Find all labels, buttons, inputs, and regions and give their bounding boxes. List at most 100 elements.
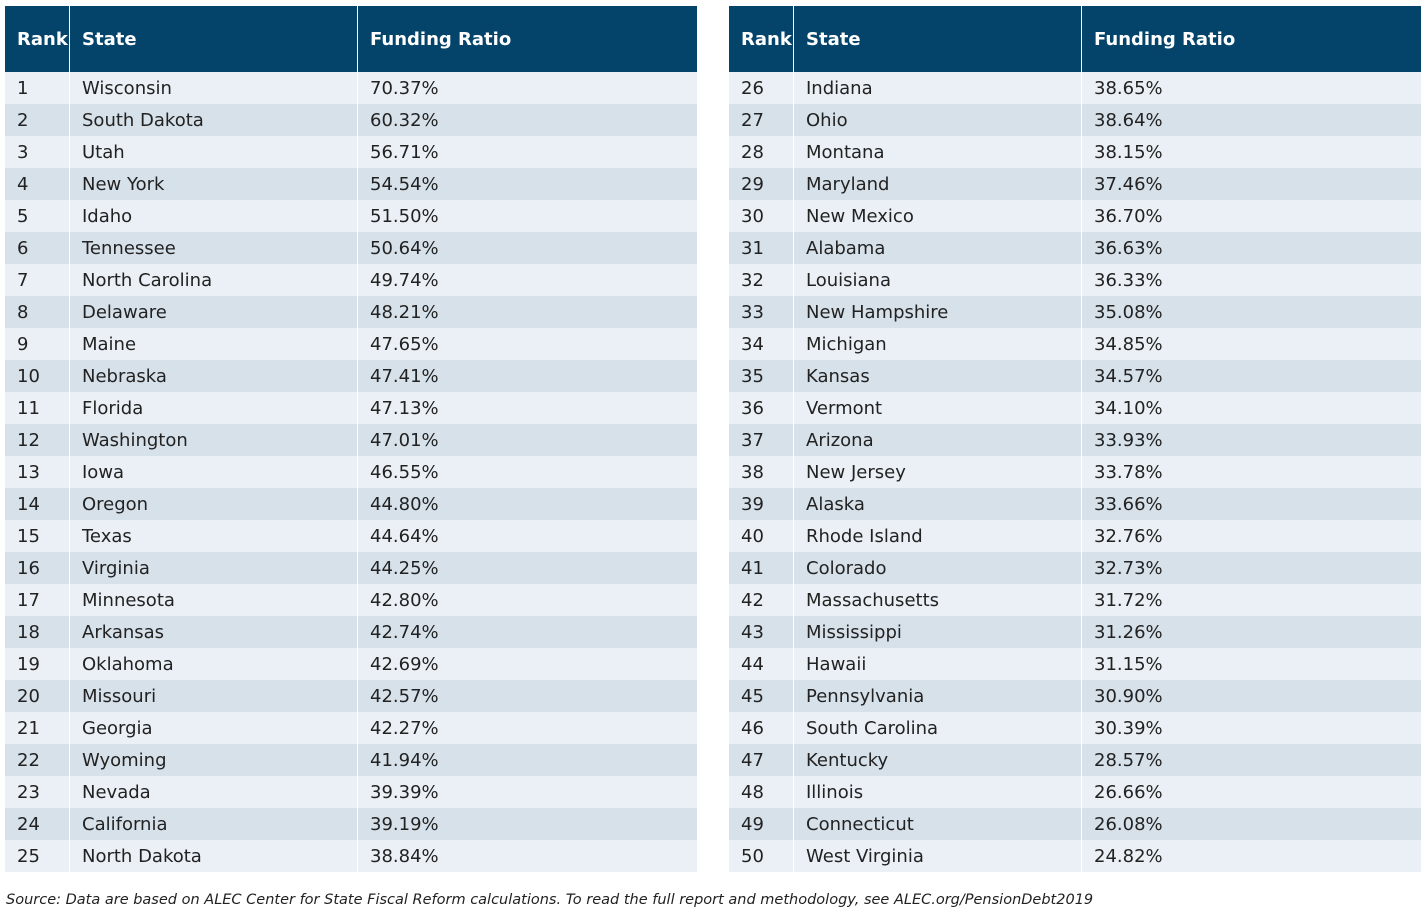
table-cell: 2	[5, 104, 70, 136]
table-cell: Wisconsin	[70, 72, 358, 104]
table-cell: Rhode Island	[794, 520, 1082, 552]
table-cell: 35.08%	[1094, 301, 1163, 323]
table-cell: Florida	[70, 392, 358, 424]
table-cell: 18	[5, 616, 70, 648]
table-cell: Maine	[70, 328, 358, 360]
table-cell: 8	[5, 296, 70, 328]
table-cell: 30.39%	[1094, 717, 1163, 739]
header-row: Rank State Funding Ratio	[5, 6, 697, 72]
table-cell: 31.26%	[1094, 621, 1163, 643]
header-row: Rank State Funding Ratio	[729, 6, 1421, 72]
table-cell: 34.85%	[1094, 333, 1163, 355]
table-cell: 1	[5, 72, 70, 104]
table-cell: 38.84%	[370, 845, 439, 867]
table-cell: New Hampshire	[794, 296, 1082, 328]
table-cell: 13	[5, 456, 70, 488]
table-row: 41 Colorado 32.73%	[729, 552, 1421, 584]
table-row: 12 Washington 47.01%	[5, 424, 697, 456]
table-cell: Kentucky	[794, 744, 1082, 776]
table: Rank State Funding Ratio 1 Wisconsin 70.37% 2 S…	[5, 6, 697, 872]
table-row: 4 New York 54.54%	[5, 168, 697, 200]
table-cell: 36.33%	[1094, 269, 1163, 291]
table-cell: North Carolina	[70, 264, 358, 296]
table-cell: 47.01%	[370, 429, 439, 451]
table-cell: 24	[5, 808, 70, 840]
table-cell: Oregon	[70, 488, 358, 520]
table-cell: 39	[729, 488, 794, 520]
table-cell: Idaho	[70, 200, 358, 232]
table-cell: 48.21%	[370, 301, 439, 323]
table-row: 26 Indiana 38.65%	[729, 72, 1421, 104]
table-row: 6 Tennessee 50.64%	[5, 232, 697, 264]
table-cell: 42.80%	[370, 589, 439, 611]
table-cell: 34	[729, 328, 794, 360]
table-cell: New York	[70, 168, 358, 200]
table-cell: 36.63%	[1094, 237, 1163, 259]
table-row: 19 Oklahoma 42.69%	[5, 648, 697, 680]
header-cell: Funding Ratio	[1094, 28, 1236, 50]
table-cell: Washington	[70, 424, 358, 456]
table-cell: 49	[729, 808, 794, 840]
table-row: 5 Idaho 51.50%	[5, 200, 697, 232]
table-cell: 4	[5, 168, 70, 200]
table-row: 42 Massachusetts 31.72%	[729, 584, 1421, 616]
table-row: 30 New Mexico 36.70%	[729, 200, 1421, 232]
table-cell: Utah	[70, 136, 358, 168]
table-cell: 34.57%	[1094, 365, 1163, 387]
table-cell: Georgia	[70, 712, 358, 744]
table-cell: 17	[5, 584, 70, 616]
table-cell: New Jersey	[794, 456, 1082, 488]
source-note: Source: Data are based on ALEC Center fo…	[6, 892, 1094, 908]
table-cell: 26.08%	[1094, 813, 1163, 835]
table-cell: 60.32%	[370, 109, 439, 131]
table-cell: 40	[729, 520, 794, 552]
table-row: 24 California 39.19%	[5, 808, 697, 840]
table-row: 39 Alaska 33.66%	[729, 488, 1421, 520]
table-cell: Ohio	[794, 104, 1082, 136]
table-cell: 50	[729, 840, 794, 872]
table-row: 10 Nebraska 47.41%	[5, 360, 697, 392]
table-row: 1 Wisconsin 70.37%	[5, 72, 697, 104]
table-cell: 5	[5, 200, 70, 232]
table-row: 16 Virginia 44.25%	[5, 552, 697, 584]
table-cell: 31.15%	[1094, 653, 1163, 675]
header-cell: Rank	[5, 6, 70, 72]
table-row: 36 Vermont 34.10%	[729, 392, 1421, 424]
table-cell: California	[70, 808, 358, 840]
table-row: 38 New Jersey 33.78%	[729, 456, 1421, 488]
table-cell: Arkansas	[70, 616, 358, 648]
table-cell: 37.46%	[1094, 173, 1163, 195]
table-cell: Maryland	[794, 168, 1082, 200]
table-row: 47 Kentucky 28.57%	[729, 744, 1421, 776]
table-cell: Louisiana	[794, 264, 1082, 296]
table-cell: 3	[5, 136, 70, 168]
table-cell: Tennessee	[70, 232, 358, 264]
table-cell: 6	[5, 232, 70, 264]
table-cell: 50.64%	[370, 237, 439, 259]
table-cell: 21	[5, 712, 70, 744]
header-cell: Funding Ratio	[370, 28, 512, 50]
table-cell: 33.66%	[1094, 493, 1163, 515]
table-cell: Mississippi	[794, 616, 1082, 648]
table-cell: 56.71%	[370, 141, 439, 163]
table-cell: Missouri	[70, 680, 358, 712]
table-row: 9 Maine 47.65%	[5, 328, 697, 360]
table-row: 2 South Dakota 60.32%	[5, 104, 697, 136]
table-cell: 42.69%	[370, 653, 439, 675]
table-row: 48 Illinois 26.66%	[729, 776, 1421, 808]
table-cell: Virginia	[70, 552, 358, 584]
table-cell: 27	[729, 104, 794, 136]
table-row: 31 Alabama 36.63%	[729, 232, 1421, 264]
table-cell: South Dakota	[70, 104, 358, 136]
table-row: 11 Florida 47.13%	[5, 392, 697, 424]
table-cell: 29	[729, 168, 794, 200]
table-row: 18 Arkansas 42.74%	[5, 616, 697, 648]
table-cell: 7	[5, 264, 70, 296]
table-row: 33 New Hampshire 35.08%	[729, 296, 1421, 328]
table-cell: Wyoming	[70, 744, 358, 776]
table-cell: 42	[729, 584, 794, 616]
table-cell: Montana	[794, 136, 1082, 168]
table-cell: 43	[729, 616, 794, 648]
table-cell: 33.78%	[1094, 461, 1163, 483]
